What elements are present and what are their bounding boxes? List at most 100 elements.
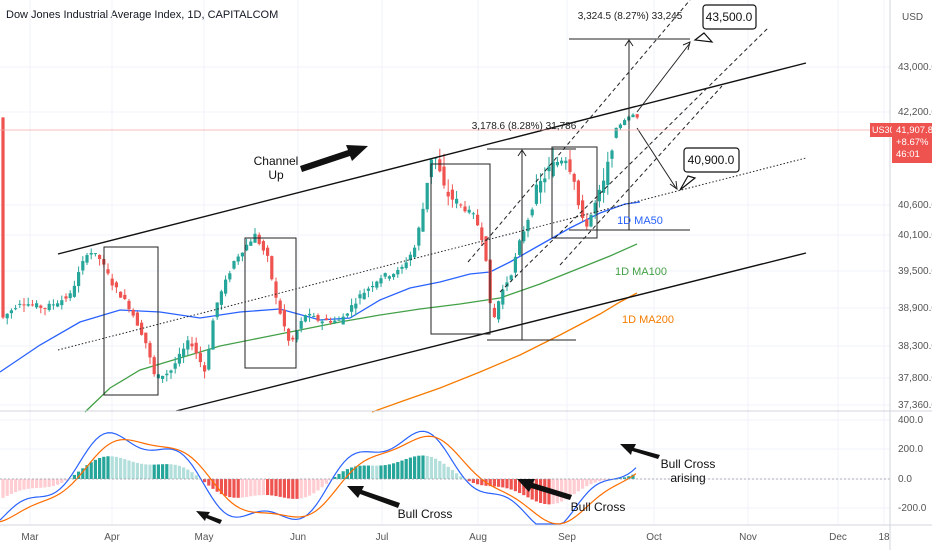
candle-body	[417, 227, 421, 246]
chart-grid	[0, 0, 890, 525]
price-tick-label: 38,300.0	[898, 341, 932, 352]
macd-histogram-bar	[228, 479, 232, 498]
macd-histogram-bar	[152, 464, 156, 479]
candle-body	[539, 180, 543, 193]
macd-histogram-bar	[14, 479, 18, 493]
price-tick-label: 38,900.0	[898, 303, 932, 314]
candle-body	[362, 292, 366, 300]
candle-body	[497, 301, 501, 320]
macd-histogram-bar	[30, 479, 34, 489]
macd-histogram-bar	[240, 479, 244, 498]
macd-tick-label: -200.0	[898, 503, 927, 514]
macd-histogram-bar	[341, 471, 345, 479]
macd-histogram-bar	[408, 457, 412, 479]
macd-histogram-bar	[47, 479, 51, 487]
candle-body	[396, 269, 400, 275]
candle-body	[534, 184, 538, 204]
macd-histogram-bar	[203, 479, 207, 483]
channel-label-line1: Channel Up	[254, 154, 299, 182]
candle-body	[39, 305, 43, 308]
candle-body	[354, 303, 358, 309]
last-price-tag-bg	[892, 123, 932, 163]
macd-histogram-bar	[539, 479, 543, 503]
macd-histogram-bar	[492, 479, 496, 487]
price-tick-label: 37,360.0	[898, 400, 932, 411]
target-high-callout	[702, 4, 757, 30]
moving-averages	[0, 201, 641, 413]
symbol-tag-bg	[870, 123, 892, 137]
time-tick-label: Jul	[376, 532, 389, 543]
candle-body	[484, 236, 488, 261]
candle-body	[379, 278, 383, 284]
macd-histogram-bar	[606, 479, 610, 480]
macd-histogram-bar	[366, 465, 370, 479]
macd-histogram-bar	[148, 464, 152, 479]
macd-histogram-bar	[282, 479, 286, 498]
candle-body	[169, 370, 173, 373]
macd-histogram-bar	[442, 463, 446, 479]
macd-histogram-bar	[324, 479, 328, 484]
candle-body	[375, 281, 379, 288]
macd-histogram-bar	[224, 479, 228, 496]
candle-body	[350, 305, 354, 312]
macd-histogram-bar	[513, 479, 517, 492]
candle-body	[614, 127, 618, 138]
candle-body	[1, 117, 5, 318]
candle-body	[308, 313, 312, 316]
macd-histogram-bar	[68, 477, 72, 479]
candle-body	[51, 304, 55, 306]
macd-histogram-bar	[350, 467, 354, 479]
ma50-label: 1D MA50	[617, 215, 663, 227]
macd-histogram-bar	[60, 479, 64, 483]
macd-histogram-bar	[383, 465, 387, 479]
macd-histogram-bar	[26, 479, 30, 489]
candle-body	[72, 285, 76, 297]
ma100-label: 1D MA100	[615, 266, 667, 278]
candle-body	[93, 253, 97, 255]
candle-body	[446, 191, 450, 197]
candle-body	[387, 276, 391, 279]
macd-histogram-bar	[232, 479, 236, 498]
channel-up-arrow	[300, 145, 368, 172]
macd-histogram-bar	[446, 466, 450, 479]
time-tick-label: Oct	[646, 532, 662, 543]
candle-body	[144, 332, 148, 344]
channel-upper-line	[57, 62, 807, 255]
macd-histogram-bar	[93, 459, 97, 479]
macd-histogram-bar	[316, 479, 320, 491]
macd-histogram-bar	[450, 470, 454, 479]
candle-body	[282, 309, 286, 327]
candle-body	[9, 310, 13, 314]
macd-histogram-bar	[429, 456, 433, 479]
macd-histogram-bar	[194, 475, 198, 479]
macd-histogram-bar	[9, 479, 13, 494]
candle-body	[165, 373, 169, 376]
macd-histogram-bar	[417, 455, 421, 479]
candle-body	[287, 328, 291, 341]
macd-histogram-bar	[253, 479, 257, 496]
macd-histogram-bar	[631, 474, 635, 479]
macd-histogram-bar	[480, 479, 484, 486]
candlestick-series	[1, 113, 639, 383]
macd-histogram-bar	[182, 467, 186, 479]
macd-histogram-bar	[320, 479, 324, 488]
candle-body	[257, 234, 261, 244]
macd-histogram-bar	[43, 479, 47, 488]
macd-histogram-bar	[560, 479, 564, 502]
last-price-countdown: 46:01	[896, 149, 920, 160]
macd-histogram-bar	[156, 464, 160, 479]
time-tick-label: Nov	[739, 532, 757, 543]
candle-body	[320, 321, 324, 324]
macd-histogram-bar	[312, 479, 316, 494]
macd-histogram-bar	[291, 479, 295, 499]
macd-histogram-bar	[77, 471, 81, 479]
candle-body	[203, 365, 207, 372]
price-tick-label: 40,100.0	[898, 230, 932, 241]
candle-body	[5, 313, 9, 319]
macd-histogram-bar	[396, 462, 400, 479]
macd-histogram-bar	[119, 457, 123, 479]
macd-histogram-bar	[51, 479, 55, 487]
candle-body	[140, 322, 144, 335]
